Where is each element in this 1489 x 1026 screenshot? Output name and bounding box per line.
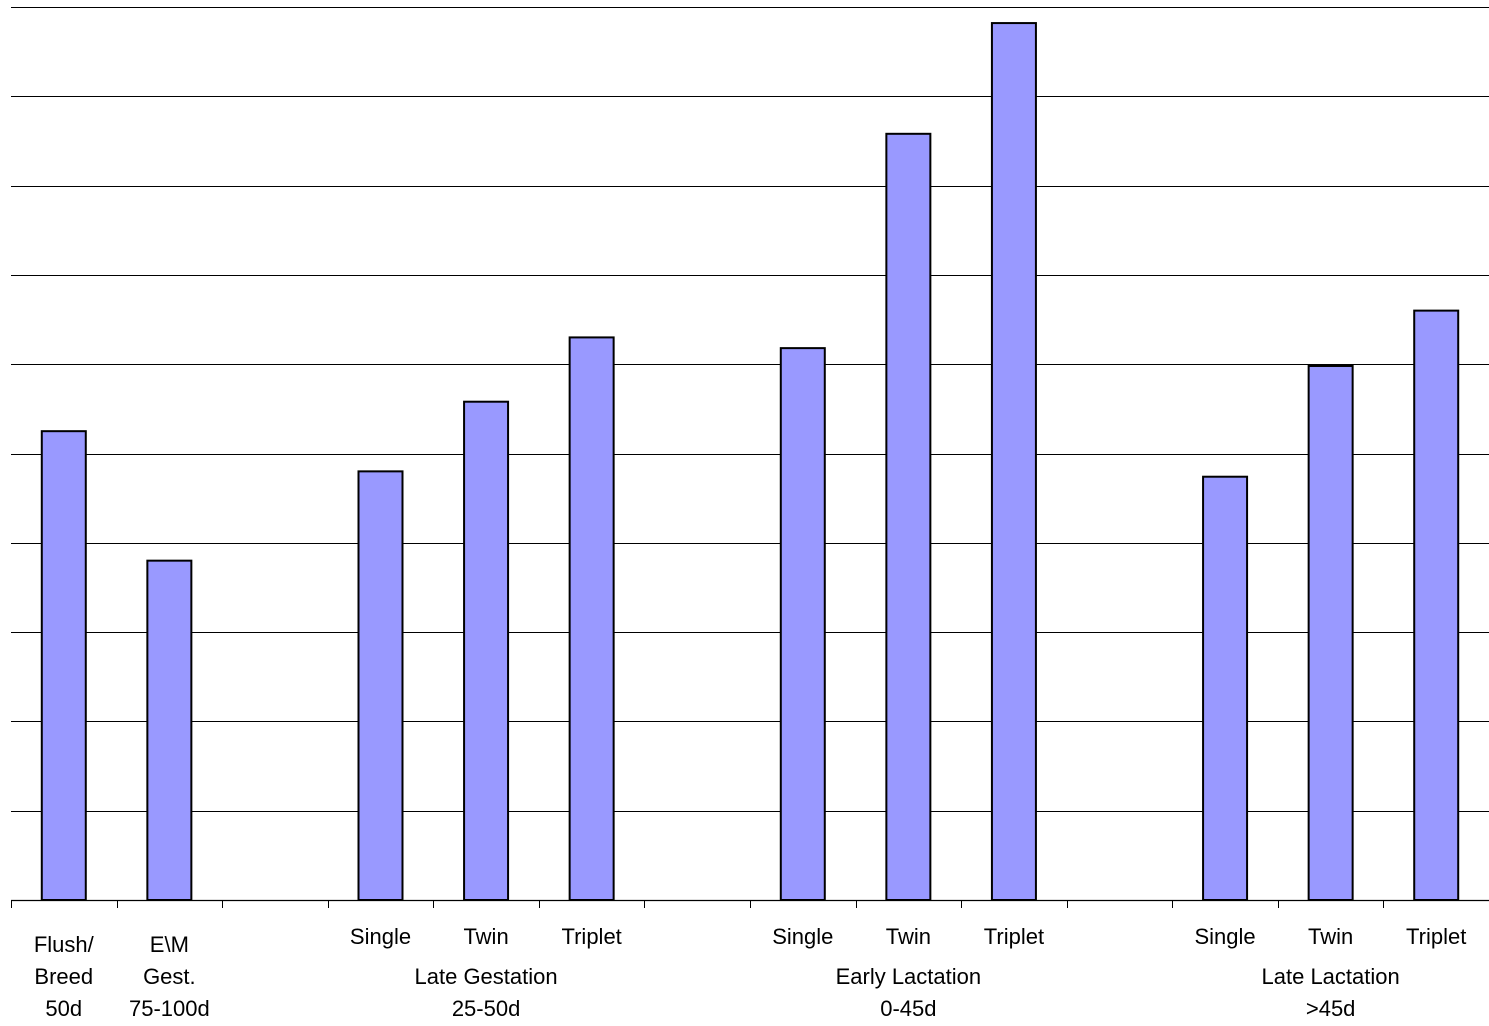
x-group-label: 0-45d bbox=[880, 996, 936, 1021]
x-tick-label: Twin bbox=[463, 924, 508, 949]
x-group-label: E\M bbox=[150, 932, 189, 957]
bar bbox=[40, 430, 87, 901]
x-group-label: 25-50d bbox=[452, 996, 521, 1021]
x-group-label: Flush/ bbox=[34, 932, 95, 957]
x-group-label: Late Gestation bbox=[415, 964, 558, 989]
x-group-label: Early Lactation bbox=[836, 964, 982, 989]
x-group-label: >45d bbox=[1306, 996, 1356, 1021]
x-group-label: 75-100d bbox=[129, 996, 210, 1021]
x-group-label: Late Lactation bbox=[1262, 964, 1400, 989]
x-tick-label: Triplet bbox=[984, 924, 1044, 949]
bar bbox=[1202, 475, 1249, 901]
gridlines bbox=[11, 7, 1489, 812]
bar bbox=[885, 132, 932, 901]
bar bbox=[1307, 364, 1354, 901]
x-axis-labels: Single Twin Triplet Single Twin Triplet Single… bbox=[34, 924, 1467, 1021]
x-tick-label: Single bbox=[350, 924, 411, 949]
bar bbox=[568, 336, 615, 902]
bar bbox=[357, 470, 404, 901]
bar bbox=[146, 559, 193, 901]
x-tick-label: Twin bbox=[886, 924, 931, 949]
x-group-label: Breed bbox=[34, 964, 93, 989]
bar bbox=[463, 400, 510, 901]
x-axis bbox=[11, 899, 1489, 908]
bar bbox=[1413, 309, 1460, 901]
x-tick-label: Single bbox=[772, 924, 833, 949]
x-group-label: 50d bbox=[45, 996, 82, 1021]
x-tick-label: Twin bbox=[1308, 924, 1353, 949]
bars bbox=[40, 22, 1460, 902]
bar bbox=[990, 22, 1037, 902]
bar bbox=[779, 347, 826, 902]
x-group-label: Gest. bbox=[143, 964, 196, 989]
x-tick-label: Single bbox=[1194, 924, 1255, 949]
x-tick-label: Triplet bbox=[1406, 924, 1466, 949]
x-tick-label: Triplet bbox=[561, 924, 621, 949]
